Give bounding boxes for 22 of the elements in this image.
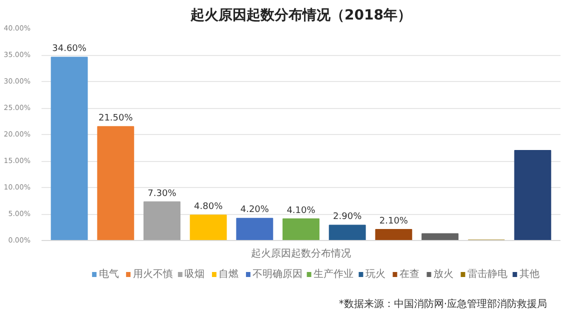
legend-label: 用火不慎	[132, 268, 173, 280]
legend-label: 其他	[519, 268, 540, 280]
legend-label: 生产作业	[314, 268, 354, 280]
data-label: 4.80%	[194, 202, 224, 212]
data-label: 21.50%	[98, 114, 134, 124]
x-axis-title: 起火原因起数分布情况	[251, 248, 351, 260]
legend-label: 电气	[98, 268, 119, 280]
data-label: 4.20%	[240, 205, 270, 216]
legend-label: 在查	[399, 268, 420, 280]
data-label: 7.30%	[148, 188, 177, 199]
text: *数据来源：中国消防网·应急管理部消防救援局	[338, 298, 548, 310]
legend-label: 不明确原因	[252, 269, 303, 280]
legend-label: 自燃	[218, 268, 239, 280]
chart-title: 起火原因起数分布情况（2018年）	[190, 8, 412, 24]
legend-label: 玩火	[365, 268, 386, 280]
data-label: 4.10%	[286, 206, 316, 216]
data-label: 2.90%	[333, 212, 362, 222]
legend-label: 雷击静电	[467, 268, 508, 280]
legend-label: 吸烟	[184, 268, 205, 280]
data-label: 2.10%	[379, 216, 408, 226]
legend-label: 放火	[433, 268, 454, 280]
data-label: 34.60%	[52, 44, 87, 54]
